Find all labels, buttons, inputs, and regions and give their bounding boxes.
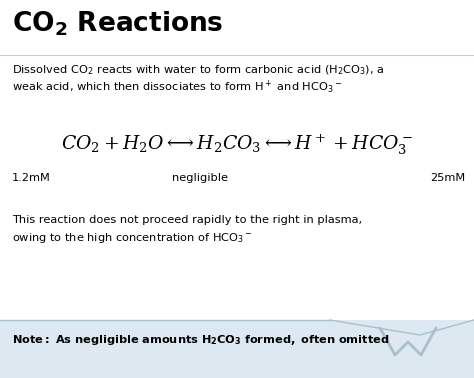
Text: negligible: negligible [172, 173, 228, 183]
Text: $\bf{Note:}$ $\bf{As\ negligible\ amounts\ H_2CO_3\ formed,\ often\ omitted}$: $\bf{Note:}$ $\bf{As\ negligible\ amount… [12, 333, 390, 347]
Text: Dissolved CO$_2$ reacts with water to form carbonic acid (H$_2$CO$_3$), a: Dissolved CO$_2$ reacts with water to fo… [12, 63, 384, 77]
Text: 25mM: 25mM [430, 173, 465, 183]
Bar [0, 320, 474, 378]
Text: owing to the high concentration of HCO$_3$$^-$: owing to the high concentration of HCO$_… [12, 231, 253, 245]
Text: $\mathbf{CO_2}$ $\mathbf{Reactions}$: $\mathbf{CO_2}$ $\mathbf{Reactions}$ [12, 10, 224, 39]
Text: 1.2mM: 1.2mM [12, 173, 51, 183]
Text: weak acid, which then dissociates to form H$^+$ and HCO$_3$$^-$: weak acid, which then dissociates to for… [12, 79, 342, 96]
Text: $CO_2 + H_2O \longleftrightarrow H_2CO_3 \longleftrightarrow H^+ + HCO_3^-$: $CO_2 + H_2O \longleftrightarrow H_2CO_3… [61, 133, 413, 157]
Text: This reaction does not proceed rapidly to the right in plasma,: This reaction does not proceed rapidly t… [12, 215, 362, 225]
